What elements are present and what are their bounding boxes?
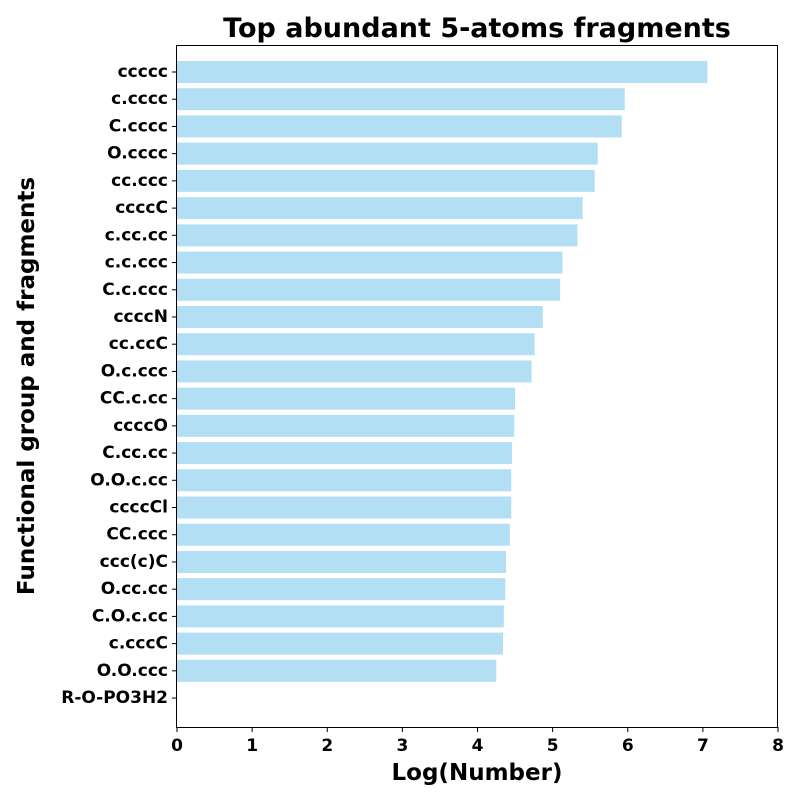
y-tick-label: O.O.c.cc xyxy=(90,470,168,490)
y-tick-label: ccccc xyxy=(118,62,168,82)
x-tick-label: 8 xyxy=(772,736,784,756)
bar-8 xyxy=(177,278,561,301)
bar-11 xyxy=(177,360,532,383)
y-tick-label: CC.ccc xyxy=(106,525,168,545)
y-axis-label: Functional group and fragments xyxy=(14,177,40,595)
x-tick-label: 0 xyxy=(171,736,183,756)
bar-4 xyxy=(177,169,595,192)
bar-6 xyxy=(177,224,578,247)
x-tick-label: 3 xyxy=(396,736,408,756)
y-tick-label: c.cc.cc xyxy=(105,225,168,245)
x-tick-label: 1 xyxy=(246,736,258,756)
y-tick-label: c.cccc xyxy=(111,89,168,109)
x-tick-label: 5 xyxy=(547,736,559,756)
bar-20 xyxy=(177,605,504,628)
y-tick-label: O.c.ccc xyxy=(101,361,168,381)
bar-5 xyxy=(177,197,583,220)
bar-10 xyxy=(177,333,535,356)
x-axis-label: Log(Number) xyxy=(392,760,563,786)
bar-13 xyxy=(177,414,515,437)
x-tick-label: 7 xyxy=(697,736,709,756)
x-tick-label: 2 xyxy=(321,736,333,756)
y-tick-label: c.cccC xyxy=(109,634,168,654)
bar-2 xyxy=(177,115,622,138)
bar-3 xyxy=(177,142,598,165)
y-tick-label: O.cc.cc xyxy=(101,579,168,599)
x-axis-ticks: 0 1 2 3 4 5 6 7 8 xyxy=(171,727,784,756)
bars-group xyxy=(177,61,708,682)
y-tick-label: C.cccc xyxy=(109,116,168,136)
bar-1 xyxy=(177,88,625,111)
y-tick-label: ccccCl xyxy=(109,498,168,518)
bar-7 xyxy=(177,251,563,274)
bar-16 xyxy=(177,496,512,519)
y-tick-label: c.c.ccc xyxy=(105,253,168,273)
y-tick-label: C.O.c.cc xyxy=(92,606,168,626)
bar-22 xyxy=(177,659,497,682)
bar-0 xyxy=(177,61,708,83)
y-tick-label: cc.ccC xyxy=(109,334,168,354)
x-tick-label: 4 xyxy=(472,736,484,756)
bar-14 xyxy=(177,442,513,465)
y-tick-label: O.cccc xyxy=(107,144,168,164)
bar-19 xyxy=(177,578,506,601)
x-tick-label: 6 xyxy=(622,736,634,756)
bar-12 xyxy=(177,387,516,410)
y-tick-label: ccc(c)C xyxy=(100,552,168,572)
y-axis-ticks: ccccc c.cccc C.cccc O.cccc cc.ccc ccccC c.cc.c… xyxy=(61,62,177,708)
y-tick-label: cc.ccc xyxy=(111,171,168,191)
y-tick-label: O.O.ccc xyxy=(97,661,168,681)
chart-title: Top abundant 5-atoms fragments xyxy=(223,13,731,44)
bar-21 xyxy=(177,632,504,655)
y-tick-label: ccccO xyxy=(113,416,168,436)
bar-17 xyxy=(177,523,510,546)
y-tick-label: C.c.ccc xyxy=(102,280,168,300)
y-tick-label: C.cc.cc xyxy=(102,443,168,463)
y-tick-label: R-O-PO3H2 xyxy=(61,688,168,708)
bar-9 xyxy=(177,305,543,328)
y-tick-label: ccccC xyxy=(115,198,168,218)
plot-frame xyxy=(176,45,778,728)
bar-15 xyxy=(177,469,512,492)
bar-18 xyxy=(177,550,507,573)
y-tick-label: ccccN xyxy=(113,307,168,327)
y-tick-label: CC.c.cc xyxy=(100,389,168,409)
